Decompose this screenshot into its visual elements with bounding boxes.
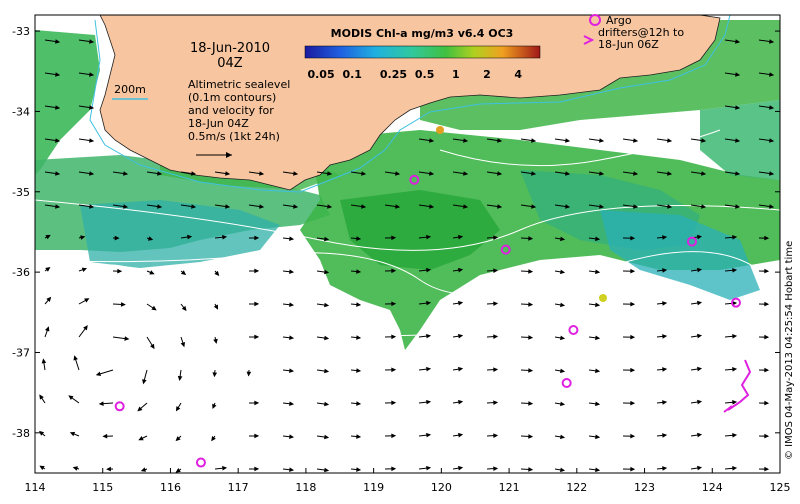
y-tick-label: -35 xyxy=(12,186,30,199)
date-label: 18-Jun-2010 xyxy=(190,41,270,56)
colorbar-tick-label: 0.1 xyxy=(342,68,362,81)
altimetry-legend-line: and velocity for xyxy=(188,104,274,117)
colorbar-title: MODIS Chl-a mg/m3 v6.4 OC3 xyxy=(331,27,514,40)
colorbar-tick-label: 4 xyxy=(514,68,522,81)
x-tick-label: 121 xyxy=(499,481,520,494)
colorbar-tick-label: 1 xyxy=(452,68,460,81)
y-tick-label: -33 xyxy=(12,25,30,38)
colorbar-tick-label: 0.25 xyxy=(380,68,407,81)
altimetry-legend-line: 0.5m/s (1kt 24h) xyxy=(188,130,280,143)
colorbar-gradient xyxy=(305,46,540,58)
x-tick-label: 115 xyxy=(92,481,113,494)
y-tick-label: -38 xyxy=(12,427,30,440)
x-tick-label: 124 xyxy=(702,481,723,494)
argo-legend-line: 18-Jun 06Z xyxy=(598,38,659,51)
x-tick-label: 118 xyxy=(295,481,316,494)
x-tick-label: 114 xyxy=(25,481,46,494)
colorbar-tick-label: 0.05 xyxy=(307,68,334,81)
altimetry-legend-line: 18-Jun 04Z xyxy=(188,117,249,130)
isobath-legend-label: 200m xyxy=(114,83,146,96)
y-tick-label: -34 xyxy=(12,105,30,118)
x-tick-label: 117 xyxy=(228,481,249,494)
altimetry-legend-line: (0.1m contours) xyxy=(188,91,276,104)
time-label: 04Z xyxy=(217,56,243,71)
altimetry-legend-line: Altimetric sealevel xyxy=(188,78,290,91)
x-tick-label: 120 xyxy=(431,481,452,494)
x-tick-label: 122 xyxy=(566,481,587,494)
colorbar-tick-label: 0.5 xyxy=(415,68,435,81)
x-tick-label: 116 xyxy=(160,481,181,494)
colorbar-tick-label: 2 xyxy=(483,68,491,81)
credit-text: © IMOS 04-May-2013 04:25:54 Hobart time xyxy=(784,241,795,460)
y-tick-label: -37 xyxy=(12,346,30,359)
map-area xyxy=(35,15,780,473)
x-tick-label: 119 xyxy=(363,481,384,494)
y-tick-label: -36 xyxy=(12,266,30,279)
x-tick-label: 125 xyxy=(770,481,791,494)
x-tick-label: 123 xyxy=(634,481,655,494)
